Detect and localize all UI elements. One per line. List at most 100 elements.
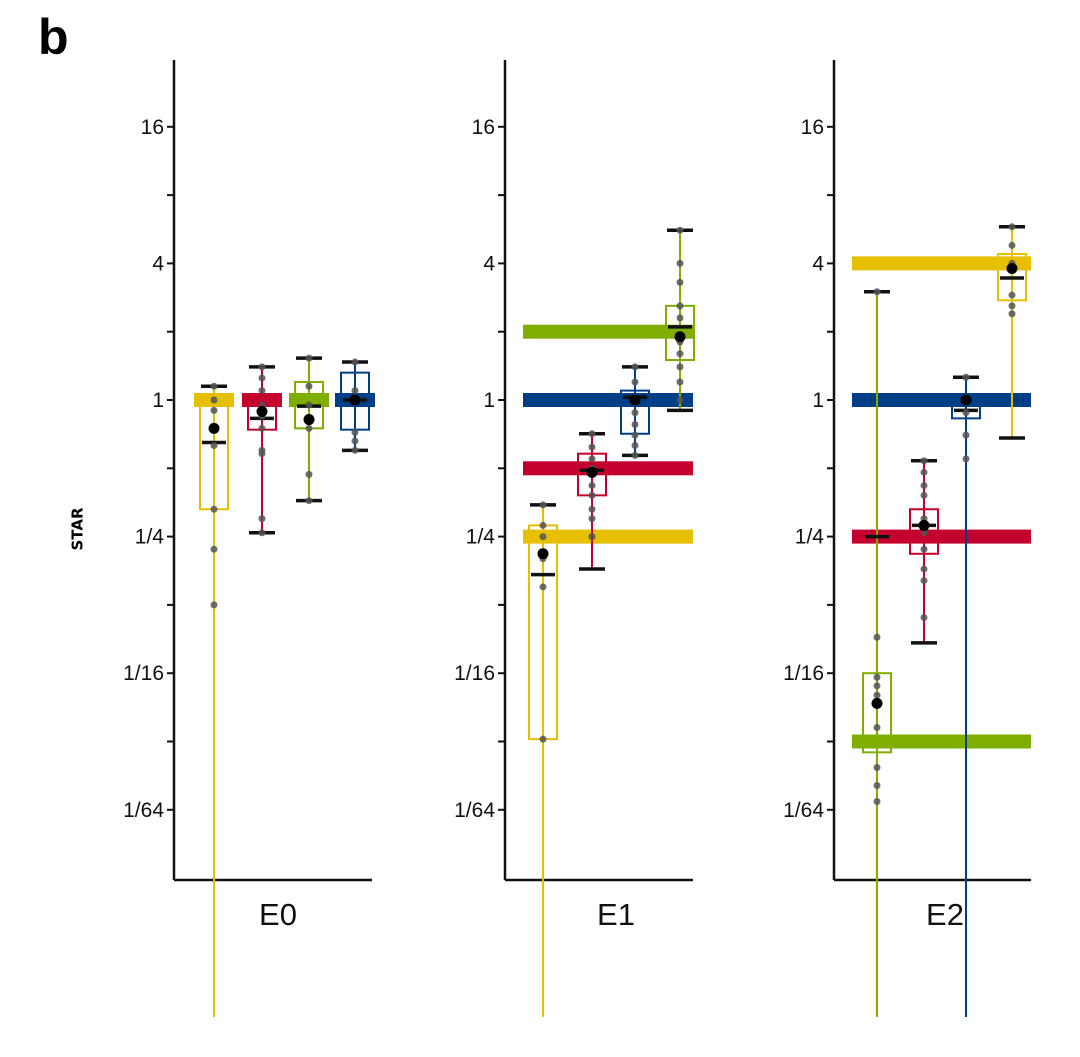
data-point (631, 363, 639, 371)
mean-marker (629, 394, 641, 406)
reference-bar-red (852, 529, 1031, 544)
y-tick-label: 1/4 (135, 526, 165, 549)
y-tick-label: 4 (152, 252, 164, 275)
data-point (305, 424, 313, 432)
data-point (676, 302, 684, 310)
data-point (676, 378, 684, 386)
data-point (258, 450, 266, 458)
data-point (631, 420, 639, 428)
reference-bar-yellow (523, 529, 693, 544)
y-tick-label: 1/4 (795, 526, 825, 549)
reference-bar-red (242, 393, 282, 407)
mean-marker (586, 466, 598, 478)
data-point (920, 577, 928, 585)
y-tick-label: 16 (801, 116, 824, 139)
data-point (588, 481, 596, 489)
data-point (539, 583, 547, 591)
data-point (351, 358, 359, 366)
data-point (351, 446, 359, 454)
mean-marker (918, 519, 930, 531)
data-point (305, 401, 313, 409)
mean-marker (674, 331, 686, 343)
data-point (873, 781, 881, 789)
data-point (539, 735, 547, 743)
data-point (305, 470, 313, 478)
data-point (920, 529, 928, 537)
data-point (588, 455, 596, 463)
data-point (676, 226, 684, 234)
box-green (862, 672, 892, 754)
data-point (676, 350, 684, 358)
data-point (588, 515, 596, 523)
data-point (920, 565, 928, 573)
x-group-label: E0 (259, 897, 297, 932)
data-point (351, 437, 359, 445)
data-point (210, 382, 218, 390)
data-point (676, 396, 684, 404)
y-tick-label: 1 (483, 389, 495, 412)
data-point (631, 409, 639, 417)
data-point (920, 457, 928, 465)
data-point (258, 424, 266, 432)
data-point (258, 363, 266, 371)
y-tick-label: 1 (812, 389, 824, 412)
data-point (210, 406, 218, 414)
x-group-label: E1 (597, 897, 635, 932)
reference-bar-red (523, 461, 693, 476)
data-point (920, 545, 928, 553)
data-point (258, 529, 266, 537)
y-tick-label: 1/16 (454, 662, 495, 685)
data-point (873, 288, 881, 296)
data-point (920, 613, 928, 621)
data-point (873, 682, 881, 690)
data-point (631, 451, 639, 459)
mean-marker (537, 548, 549, 560)
data-point (588, 443, 596, 451)
data-point (210, 396, 218, 404)
data-point (305, 497, 313, 505)
data-point (351, 387, 359, 395)
y-tick-label: 1/64 (783, 799, 824, 822)
data-point (676, 363, 684, 371)
mean-marker (256, 405, 268, 417)
data-point (351, 428, 359, 436)
data-point (676, 278, 684, 286)
x-group-label: E2 (926, 897, 964, 932)
data-point (305, 354, 313, 362)
y-tick-label: 16 (141, 116, 164, 139)
mean-marker (303, 414, 315, 426)
y-tick-label: 1/4 (466, 526, 496, 549)
data-point (873, 633, 881, 641)
reference-bar-green (852, 734, 1031, 749)
box-yellow (997, 253, 1027, 302)
data-point (588, 533, 596, 541)
data-point (873, 673, 881, 681)
data-point (676, 314, 684, 322)
mean-marker (349, 394, 361, 406)
data-point (210, 505, 218, 513)
data-point (873, 691, 881, 699)
y-tick-label: 1/16 (123, 662, 164, 685)
data-point (1008, 302, 1016, 310)
data-point (631, 442, 639, 450)
data-point (258, 374, 266, 382)
data-point (210, 601, 218, 609)
y-tick-label: 1/64 (123, 799, 164, 822)
data-point (920, 491, 928, 499)
mean-marker (871, 697, 883, 709)
y-tick-label: 16 (472, 116, 495, 139)
data-point (676, 259, 684, 267)
data-point (962, 455, 970, 463)
mean-marker (1006, 262, 1018, 274)
panel-letter: b (38, 9, 69, 65)
data-point (920, 468, 928, 476)
data-point (920, 481, 928, 489)
mean-marker (960, 394, 972, 406)
reference-bar-green (523, 324, 693, 339)
data-point (305, 382, 313, 390)
data-point (210, 442, 218, 450)
data-point (539, 521, 547, 529)
data-point (1008, 223, 1016, 231)
reference-bar-blue (852, 393, 1031, 407)
reference-bar-blue (523, 393, 693, 407)
